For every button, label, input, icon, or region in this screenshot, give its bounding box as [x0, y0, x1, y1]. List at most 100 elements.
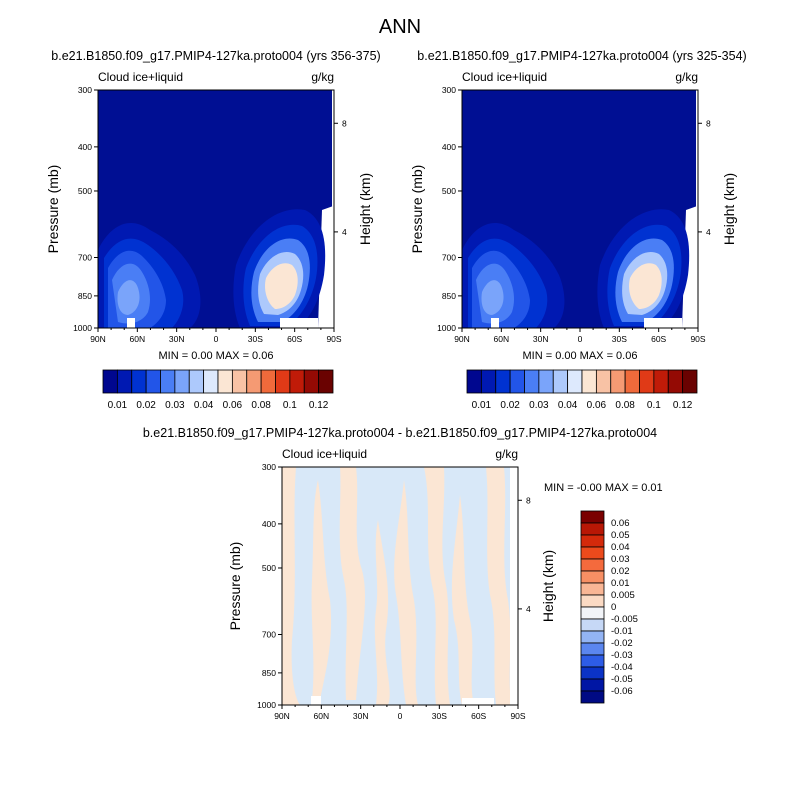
colorbar-swatch	[580, 582, 605, 596]
y-tick-label: 500	[262, 563, 276, 573]
x-tick-label: 90S	[510, 711, 525, 721]
sh-band-5	[265, 263, 298, 309]
colorbar-label: 0.08	[251, 400, 271, 411]
colorbar-swatch	[580, 522, 605, 536]
colorbar-swatch	[466, 369, 482, 394]
variable-label: Cloud ice+liquid	[462, 70, 547, 84]
colorbar-swatch	[275, 369, 291, 394]
peach-streak-7	[451, 495, 474, 705]
x-tick-label: 30S	[612, 334, 627, 344]
colorbar-label: 0.01	[108, 400, 128, 411]
y-tick-label: 700	[442, 252, 456, 262]
figure-title: ANN	[379, 16, 421, 38]
y2-axis-label: Height (km)	[540, 550, 556, 622]
peach-streak-5	[394, 480, 418, 705]
colorbar-label: 0.01	[472, 400, 492, 411]
colorbar-swatch	[610, 369, 626, 394]
colorbar-swatch	[595, 369, 612, 394]
colorbar-swatch	[552, 369, 569, 394]
panel-title: b.e21.B1850.f09_g17.PMIP4-127ka.proto004…	[143, 426, 657, 440]
colorbar-swatch	[580, 606, 605, 620]
panel-title: b.e21.B1850.f09_g17.PMIP4-127ka.proto004…	[51, 49, 380, 63]
colorbar-label: 0.12	[673, 400, 693, 411]
colorbar-label: 0.12	[309, 400, 329, 411]
colorbar-swatch	[495, 369, 511, 394]
panel-title: b.e21.B1850.f09_g17.PMIP4-127ka.proto004…	[417, 49, 746, 63]
colorbar-label: 0.04	[194, 400, 214, 411]
colorbar-label: 0.06	[587, 400, 607, 411]
contour-field	[98, 90, 334, 328]
nh-band-5	[481, 280, 504, 315]
units-label: g/kg	[675, 70, 698, 84]
colorbar-label: 0.03	[165, 400, 185, 411]
peach-streak-1	[282, 467, 300, 705]
colorbar-label: -0.04	[611, 662, 633, 673]
y-tick-label: 850	[442, 291, 456, 301]
sh-band-5	[629, 263, 662, 309]
y2-axis-label: Height (km)	[357, 173, 373, 245]
colorbar-label: -0.02	[611, 638, 633, 649]
panel-difference: b.e21.B1850.f09_g17.PMIP4-127ka.proto004…	[143, 426, 663, 721]
colorbar-label: 0.03	[611, 554, 630, 565]
y-tick-label: 850	[78, 291, 92, 301]
missing-topright	[696, 90, 698, 210]
colorbar: 0.01 0.02 0.03 0.04 0.06 0.08 0.1 0.12	[102, 369, 334, 411]
colorbar-swatch	[131, 369, 147, 394]
colorbar-label: 0.04	[611, 542, 630, 553]
colorbar-label: 0.06	[611, 518, 630, 529]
x-tick-label: 60S	[471, 711, 486, 721]
x-tick-label: 30S	[432, 711, 447, 721]
colorbar-label: 0.005	[611, 590, 635, 601]
colorbar-label: -0.05	[611, 674, 633, 685]
peach-streak-8	[486, 467, 512, 705]
x-tick-label: 30S	[248, 334, 263, 344]
colorbar-swatch	[580, 678, 605, 692]
colorbar-swatch	[567, 369, 583, 394]
colorbar-swatch	[203, 369, 219, 394]
missing-right	[510, 467, 518, 705]
colorbar-swatch	[303, 369, 320, 394]
y-tick-label: 300	[78, 85, 92, 95]
colorbar-label: -0.005	[611, 614, 638, 625]
colorbar-label: 0	[611, 602, 616, 613]
colorbar-swatch	[246, 369, 262, 394]
y-tick-label: 400	[442, 142, 456, 152]
surface-gap	[644, 318, 682, 328]
x-tick-label: 60N	[130, 334, 146, 344]
x-tick-label: 0	[214, 334, 219, 344]
units-label: g/kg	[495, 447, 518, 461]
colorbar-swatch	[580, 630, 605, 644]
y2-tick-label: 4	[526, 604, 531, 614]
min-max-text: MIN = -0.00 MAX = 0.01	[544, 482, 663, 494]
colorbar-swatch	[580, 666, 605, 680]
colorbar: 0.01 0.02 0.03 0.04 0.06 0.08 0.1 0.12	[466, 369, 698, 411]
contour-field	[282, 467, 518, 705]
x-tick-label: 30N	[353, 711, 369, 721]
colorbar-swatch	[289, 369, 305, 394]
x-tick-label: 0	[398, 711, 403, 721]
colorbar-swatch	[580, 642, 605, 656]
colorbar-swatch	[188, 369, 205, 394]
x-tick-label: 60S	[287, 334, 302, 344]
y-axis-label: Pressure (mb)	[409, 165, 425, 254]
y-axis-label: Pressure (mb)	[45, 165, 61, 254]
colorbar: 0.060.050.040.030.020.010.0050-0.005-0.0…	[580, 510, 638, 704]
y-tick-label: 300	[442, 85, 456, 95]
y-tick-label: 700	[262, 629, 276, 639]
colorbar-label: -0.03	[611, 650, 633, 661]
surface-gap	[311, 696, 321, 705]
colorbar-swatch	[231, 369, 248, 394]
x-tick-label: 0	[578, 334, 583, 344]
panel-top-right: b.e21.B1850.f09_g17.PMIP4-127ka.proto004…	[409, 49, 747, 411]
colorbar-swatch	[639, 369, 655, 394]
colorbar-label: 0.03	[529, 400, 549, 411]
colorbar-label: -0.06	[611, 686, 633, 697]
colorbar-label: 0.1	[283, 400, 297, 411]
x-tick-label: 90N	[454, 334, 470, 344]
colorbar-swatch	[580, 534, 605, 548]
colorbar-swatch	[260, 369, 276, 394]
colorbar-swatch	[174, 369, 190, 394]
y2-tick-label: 8	[706, 118, 711, 128]
